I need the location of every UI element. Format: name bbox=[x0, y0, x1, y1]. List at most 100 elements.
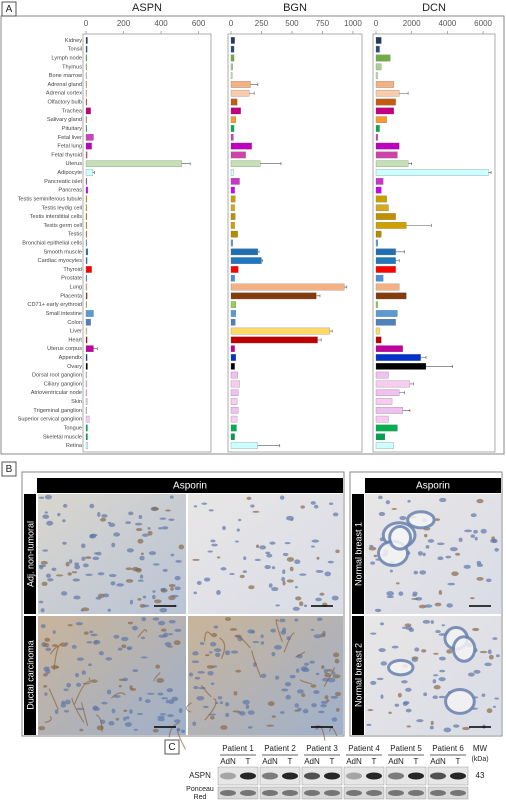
nucleus bbox=[161, 587, 166, 592]
tissue-label: Pancreatic islet bbox=[44, 179, 82, 185]
nucleus bbox=[415, 596, 423, 601]
bar bbox=[85, 204, 88, 212]
tissue-label: Testis bbox=[68, 232, 83, 238]
nucleus bbox=[123, 709, 128, 712]
bar bbox=[85, 407, 87, 414]
bar bbox=[375, 266, 396, 273]
nucleus bbox=[165, 509, 171, 512]
nucleus bbox=[210, 539, 216, 543]
nucleus bbox=[425, 545, 430, 549]
nucleus bbox=[118, 678, 126, 681]
nucleus bbox=[467, 672, 475, 677]
nucleus bbox=[300, 505, 305, 509]
nucleus bbox=[492, 637, 498, 640]
nucleus bbox=[386, 591, 394, 597]
bar bbox=[375, 81, 394, 88]
bar bbox=[375, 186, 382, 194]
tissue-label: Lymph node bbox=[51, 56, 82, 62]
x-tick-label: 1000 bbox=[344, 19, 362, 28]
nucleus bbox=[236, 528, 240, 532]
nucleus bbox=[81, 556, 86, 561]
error-bar bbox=[92, 171, 95, 175]
nucleus bbox=[252, 510, 260, 513]
nucleus bbox=[316, 556, 320, 560]
nucleus bbox=[135, 528, 143, 532]
nucleus bbox=[224, 617, 232, 621]
nucleus bbox=[111, 542, 116, 548]
bar bbox=[230, 45, 235, 53]
nucleus bbox=[79, 728, 84, 732]
nucleus bbox=[127, 621, 134, 625]
bar bbox=[375, 125, 380, 132]
bar bbox=[230, 142, 252, 150]
nucleus bbox=[85, 573, 93, 577]
nucleus bbox=[292, 606, 300, 611]
bar bbox=[85, 54, 88, 62]
nucleus bbox=[211, 632, 218, 638]
band bbox=[324, 790, 340, 796]
error-bar bbox=[420, 356, 427, 360]
stroma bbox=[48, 688, 59, 711]
nucleus bbox=[315, 727, 319, 730]
x-tick-label: 0 bbox=[374, 19, 379, 28]
error-bar bbox=[316, 294, 321, 298]
bar bbox=[230, 248, 258, 256]
nucleus bbox=[40, 624, 46, 629]
header-bar bbox=[365, 478, 501, 493]
nucleus bbox=[157, 620, 166, 626]
nucleus bbox=[389, 569, 393, 573]
nucleus bbox=[299, 573, 307, 576]
tissue-label: Tonsil bbox=[68, 47, 82, 53]
nucleus bbox=[401, 680, 408, 684]
nucleus bbox=[310, 501, 316, 505]
nucleus bbox=[322, 677, 329, 682]
patient-label: Patient 6 bbox=[432, 744, 464, 753]
bar bbox=[230, 37, 235, 44]
chart-title: BGN bbox=[283, 2, 307, 14]
nucleus bbox=[159, 517, 167, 520]
bar bbox=[230, 98, 238, 106]
header: Asporin bbox=[416, 481, 450, 492]
nucleus bbox=[297, 707, 302, 712]
acinus bbox=[406, 510, 436, 530]
error-bar bbox=[257, 250, 260, 254]
nucleus bbox=[438, 590, 443, 595]
bar bbox=[375, 363, 427, 370]
nucleus bbox=[160, 713, 167, 716]
nucleus bbox=[171, 696, 179, 702]
nucleus bbox=[72, 578, 80, 582]
bar bbox=[230, 415, 238, 423]
nucleus bbox=[260, 634, 264, 639]
stroma bbox=[295, 651, 306, 658]
nucleus bbox=[222, 525, 226, 531]
nucleus bbox=[163, 632, 169, 638]
nucleus bbox=[101, 514, 108, 518]
nucleus bbox=[121, 644, 127, 649]
nucleus bbox=[107, 608, 111, 612]
nucleus bbox=[44, 511, 48, 514]
nucleus bbox=[252, 640, 260, 644]
nucleus bbox=[52, 630, 56, 634]
nucleus bbox=[374, 608, 382, 613]
stroma bbox=[235, 635, 251, 649]
patient-label: Patient 2 bbox=[264, 744, 296, 753]
bar bbox=[375, 169, 489, 176]
tissue-label: Prostate bbox=[61, 276, 82, 282]
nucleus bbox=[76, 682, 82, 687]
mw-header: MW bbox=[473, 744, 488, 753]
bar bbox=[230, 213, 236, 220]
bar bbox=[85, 327, 88, 335]
tissue-label: Dorsal root ganglion bbox=[32, 373, 82, 379]
bar bbox=[375, 89, 400, 97]
nucleus bbox=[413, 570, 419, 575]
nucleus bbox=[294, 618, 299, 622]
bar bbox=[375, 292, 407, 300]
tissue-image bbox=[38, 494, 186, 614]
bar bbox=[85, 371, 87, 379]
nucleus bbox=[205, 654, 210, 657]
bar bbox=[230, 345, 235, 352]
nucleus bbox=[234, 540, 239, 543]
nucleus bbox=[175, 560, 182, 563]
bar bbox=[375, 37, 382, 44]
x-tick-label: 750 bbox=[316, 19, 330, 28]
